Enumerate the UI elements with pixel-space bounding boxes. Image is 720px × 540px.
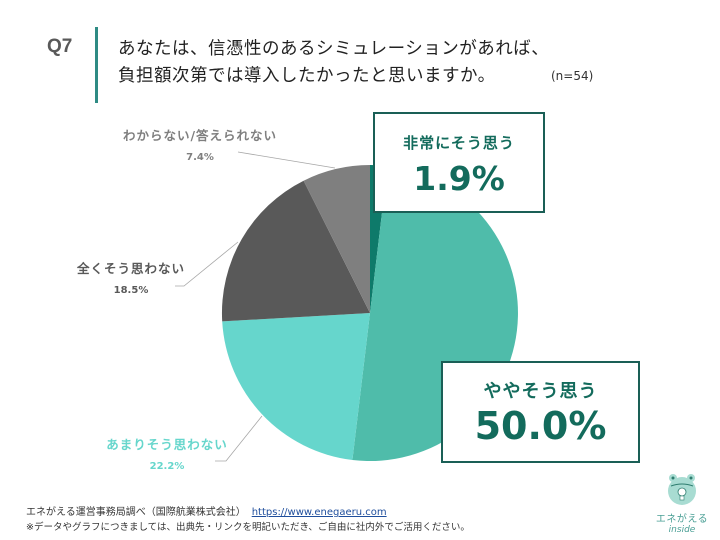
- callout-strongly-agree-percent: 1.9%: [413, 159, 505, 198]
- callout-somewhat-agree-category: ややそう思う: [483, 381, 598, 402]
- leader-line-dont-know: [237, 151, 336, 169]
- logo-line-1: エネがえる: [655, 514, 709, 525]
- question-line-1: あなたは、信憑性のあるシミュレーションがあれば、: [118, 39, 550, 59]
- source-link[interactable]: https://www.enegaeru.com: [251, 507, 387, 518]
- question-text: あなたは、信憑性のあるシミュレーションがあれば、 負担額次第では導入したかったと…: [118, 36, 549, 90]
- slice-not-much: [222, 313, 370, 460]
- label-not-at-all-category: 全くそう思わない: [76, 261, 185, 276]
- label-not-at-all-percent: 18.5%: [113, 285, 149, 296]
- label-dont-know-percent: 7.4%: [186, 152, 214, 163]
- label-not-much: あまりそう思わない 22.2%: [96, 434, 238, 472]
- footer-source: エネがえる運営事務局調べ（国際航業株式会社） https://www.enegae…: [26, 503, 387, 518]
- label-dont-know-category: わからない/答えられない: [122, 128, 278, 143]
- slice-dont-know: [303, 164, 370, 313]
- leader-line-not-much: [215, 415, 263, 462]
- leader-line-not-at-all: [175, 241, 239, 287]
- label-dont-know: わからない/答えられない 7.4%: [110, 125, 290, 163]
- logo-line-2: inside: [668, 525, 696, 535]
- enegaeru-logo: エネがえる inside: [652, 472, 712, 535]
- callout-strongly-agree-category: 非常にそう思う: [403, 134, 515, 152]
- callout-strongly-agree: 非常にそう思う 1.9%: [373, 112, 545, 213]
- label-not-at-all: 全くそう思わない 18.5%: [66, 258, 196, 296]
- sample-size: (n=54): [551, 69, 594, 83]
- callout-somewhat-agree-percent: 50.0%: [474, 404, 607, 448]
- slice-not-at-all: [221, 180, 370, 322]
- question-number: Q7: [47, 36, 73, 57]
- frog-bulb-icon: [668, 474, 696, 505]
- header-divider: [95, 27, 98, 103]
- label-not-much-percent: 22.2%: [149, 461, 185, 472]
- footer-note: ※データやグラフにつきましては、出典先・リンクを明記いただき、ご自由に社内外でご…: [26, 522, 470, 533]
- source-text: エネがえる運営事務局調べ（国際航業株式会社）: [26, 507, 246, 518]
- callout-somewhat-agree: ややそう思う 50.0%: [441, 361, 640, 463]
- label-not-much-category: あまりそう思わない: [106, 437, 228, 452]
- question-line-2: 負担額次第では導入したかったと思いますか。: [118, 66, 496, 86]
